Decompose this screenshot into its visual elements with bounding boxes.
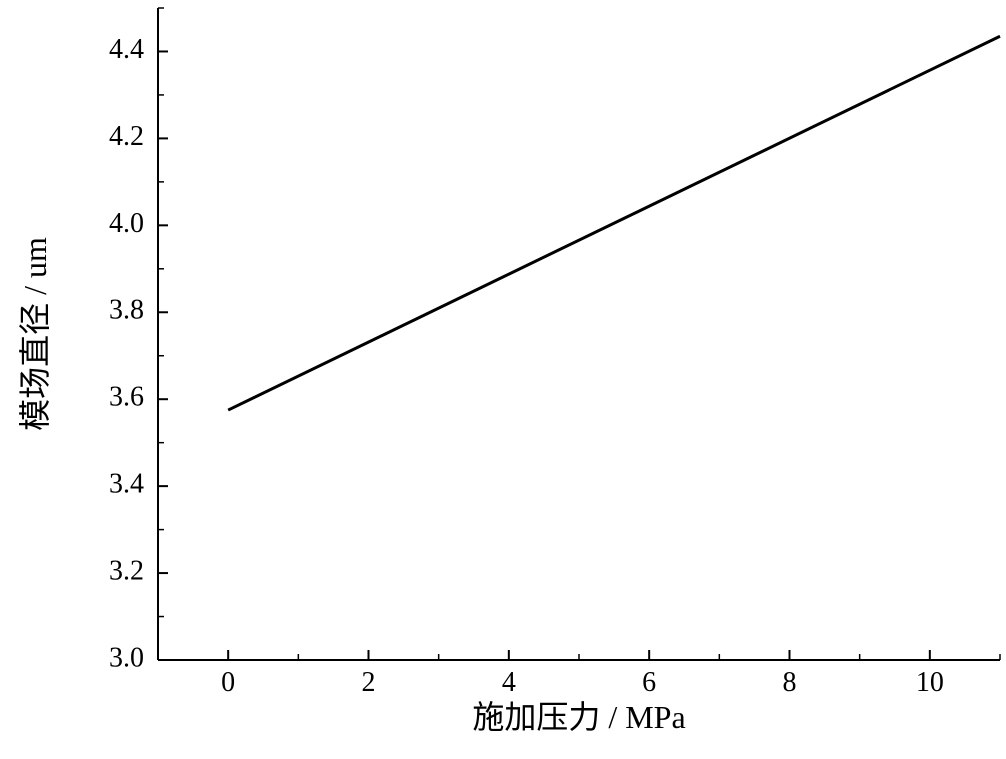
- x-tick-label: 4: [502, 667, 516, 698]
- x-tick-label: 0: [221, 667, 235, 698]
- y-tick-label: 3.2: [109, 555, 144, 586]
- y-tick-label: 3.4: [109, 469, 144, 500]
- x-tick-label: 6: [642, 667, 656, 698]
- y-tick-label: 4.4: [109, 34, 144, 65]
- y-tick-label: 3.0: [109, 642, 144, 673]
- y-tick-label: 4.0: [109, 208, 144, 239]
- chart-svg: 0 2 4 6 8 10 3.0 3.2 3.4 3.6 3.8 4.0 4.2 4.4 施加压力 / MP…: [0, 0, 1006, 759]
- y-tick-label: 3.6: [109, 382, 144, 413]
- x-tick-label: 10: [916, 667, 944, 698]
- chart-background: [0, 0, 1006, 759]
- y-tick-label: 4.2: [109, 121, 144, 152]
- x-tick-label: 2: [362, 667, 376, 698]
- chart-container: 0 2 4 6 8 10 3.0 3.2 3.4 3.6 3.8 4.0 4.2 4.4 施加压力 / MP…: [0, 0, 1006, 759]
- y-tick-label: 3.8: [109, 295, 144, 326]
- y-axis-title: 模场直径 / um: [17, 237, 53, 431]
- x-tick-label: 8: [783, 667, 797, 698]
- x-axis-title: 施加压力 / MPa: [472, 699, 685, 735]
